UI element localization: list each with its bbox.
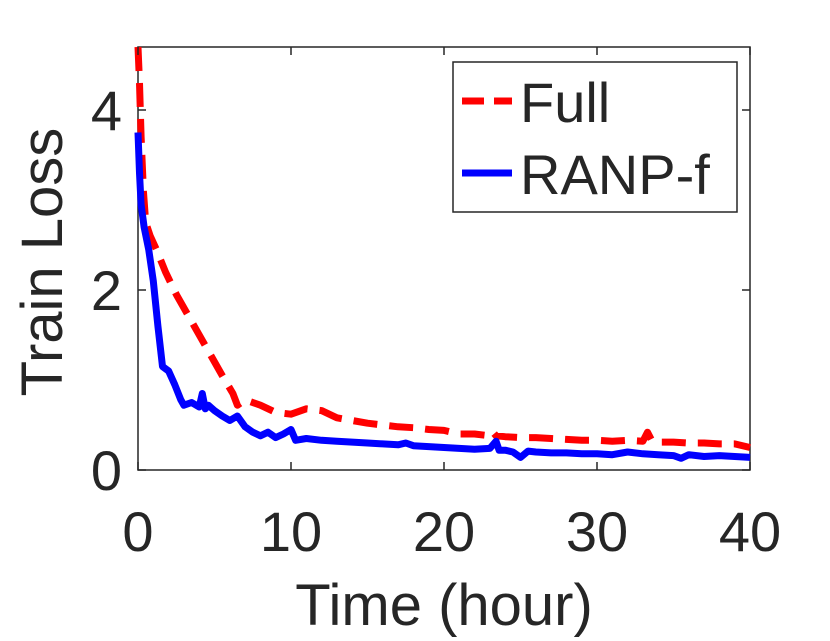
series-layer [134,46,751,462]
x-tick-label-4: 40 [719,500,781,563]
y-tick-label-1: 2 [91,259,122,322]
y-axis-label: Train Loss [10,128,75,397]
x-ticks: 0 10 20 30 40 [122,47,781,563]
y-tick-label-2: 4 [91,79,122,142]
x-axis-label: Time (hour) [295,573,593,638]
x-tick-label-2: 20 [413,500,475,563]
series-line-ranp-f [134,132,751,462]
legend-label-ranp-f: RANP-f [520,143,710,206]
y-ticks: 0 2 4 [91,79,750,502]
x-tick-label-1: 10 [260,500,322,563]
series-line-full [134,46,751,451]
legend-box [452,61,738,213]
legend-label-full: Full [520,71,610,134]
y-tick-label-0: 0 [91,439,122,502]
x-tick-label-0: 0 [122,500,153,563]
x-tick-label-3: 30 [566,500,628,563]
legend: Full RANP-f [452,61,738,213]
